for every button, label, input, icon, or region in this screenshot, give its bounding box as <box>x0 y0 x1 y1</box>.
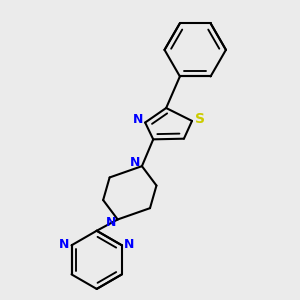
Text: N: N <box>130 156 140 170</box>
Text: N: N <box>106 215 116 229</box>
Text: N: N <box>59 238 70 251</box>
Text: N: N <box>124 238 134 251</box>
Text: S: S <box>195 112 205 126</box>
Text: N: N <box>133 113 143 126</box>
